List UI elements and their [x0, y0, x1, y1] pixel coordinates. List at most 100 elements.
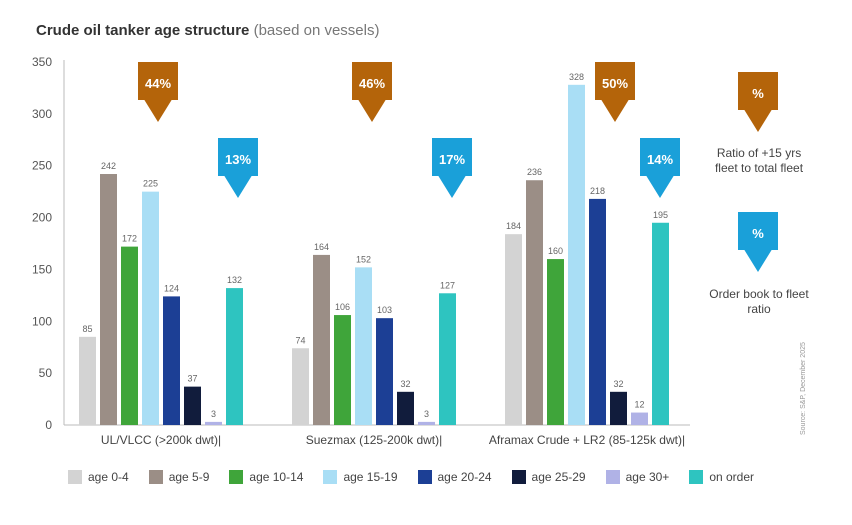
bar-age-5-9 — [526, 180, 543, 425]
data-label: 32 — [400, 379, 410, 389]
data-label: 184 — [506, 221, 521, 231]
legend-item: age 10-14 — [229, 470, 303, 484]
data-label: 328 — [569, 72, 584, 82]
legend-swatch — [417, 470, 432, 484]
order-ratio-legend-arrow — [738, 212, 778, 272]
category-label: Aframax Crude + LR2 (85-125k dwt)| — [489, 433, 685, 447]
category-label: Suezmax (125-200k dwt)| — [306, 433, 443, 447]
annotation-label: 17% — [439, 152, 465, 167]
bar-age-20-24 — [163, 296, 180, 425]
bar-age-0-4 — [292, 348, 309, 425]
legend-swatch — [229, 470, 244, 484]
bar-age-15-19 — [568, 84, 585, 426]
legend-item: age 0-4 — [68, 470, 129, 484]
data-label: 85 — [82, 324, 92, 334]
legend-label: age 20-24 — [437, 470, 492, 484]
y-tick-label: 100 — [32, 314, 52, 328]
legend-swatch — [323, 470, 338, 484]
bar-on-order — [226, 288, 243, 425]
y-tick-label: 50 — [39, 366, 53, 380]
bar-age-25-29 — [610, 391, 627, 425]
annotation-label: 14% — [647, 152, 673, 167]
y-tick-label: 200 — [32, 211, 52, 225]
legend-label: age 25-29 — [531, 470, 586, 484]
order-ratio-arrow — [432, 138, 472, 198]
annotation-label: 50% — [602, 76, 628, 91]
bar-age-30- — [418, 421, 435, 425]
category-label: UL/VLCC (>200k dwt)| — [101, 433, 221, 447]
legend-label: age 0-4 — [88, 470, 129, 484]
data-label: 172 — [122, 234, 137, 244]
bar-age-0-4 — [505, 234, 522, 425]
annotation-label: 44% — [145, 76, 171, 91]
fleet-ratio-arrow — [138, 62, 178, 122]
data-label: 195 — [653, 210, 668, 220]
legend-item: on order — [689, 470, 754, 484]
data-label: 3 — [211, 409, 216, 419]
fleet-ratio-legend-text: Ratio of +15 yrs fleet to total fleet — [714, 146, 804, 175]
legend-swatch — [511, 470, 526, 484]
data-label: 236 — [527, 167, 542, 177]
bar-age-10-14 — [334, 315, 351, 425]
bar-age-0-4 — [79, 336, 96, 425]
data-label: 127 — [440, 280, 455, 290]
data-label: 74 — [295, 335, 305, 345]
data-label: 242 — [101, 161, 116, 171]
legend-swatch — [148, 470, 163, 484]
y-tick-label: 0 — [45, 418, 52, 432]
bar-age-15-19 — [355, 267, 372, 425]
data-label: 124 — [164, 283, 179, 293]
annotation-label: 46% — [359, 76, 385, 91]
bar-age-5-9 — [100, 174, 117, 425]
fleet-ratio-legend-arrow — [738, 72, 778, 132]
data-label: 218 — [590, 186, 605, 196]
bar-age-10-14 — [121, 246, 138, 425]
bar-age-25-29 — [397, 391, 414, 425]
y-tick-label: 150 — [32, 262, 52, 276]
bar-age-5-9 — [313, 254, 330, 425]
y-tick-label: 300 — [32, 107, 52, 121]
bar-age-15-19 — [142, 191, 159, 425]
legend: age 0-4 age 5-9 age 10-14 age 15-19 age 20-2… — [68, 470, 774, 484]
order-ratio-legend-arrow-symbol: % — [752, 226, 764, 241]
fleet-ratio-legend-arrow-symbol: % — [752, 86, 764, 101]
legend-item: age 30+ — [605, 470, 670, 484]
bar-on-order — [652, 222, 669, 425]
data-label: 103 — [377, 305, 392, 315]
legend-swatch — [68, 470, 82, 484]
bar-age-30- — [631, 412, 648, 425]
legend-label: age 10-14 — [249, 470, 304, 484]
legend-swatch — [689, 470, 704, 484]
source-note: Source: S&P, December 2025 — [800, 342, 807, 435]
fleet-ratio-arrow — [595, 62, 635, 122]
legend-label: on order — [709, 470, 755, 484]
order-ratio-legend-text: Order book to fleet ratio — [709, 287, 809, 316]
order-ratio-arrow — [640, 138, 680, 198]
legend-item: age 15-19 — [323, 470, 398, 484]
bar-age-25-29 — [184, 386, 201, 425]
chart-title-main: Crude oil tanker age structure — [36, 22, 250, 39]
chart-title-sub: (based on vessels) — [253, 22, 380, 39]
chart-title: Crude oil tanker age structure (based on… — [36, 22, 379, 39]
data-label: 12 — [634, 400, 644, 410]
data-label: 225 — [143, 179, 158, 189]
bar-on-order — [439, 293, 456, 425]
legend-item: age 25-29 — [511, 470, 586, 484]
y-tick-label: 250 — [32, 159, 52, 173]
legend-item: age 5-9 — [148, 470, 210, 484]
legend-label: age 30+ — [625, 470, 670, 484]
data-label: 37 — [187, 374, 197, 384]
data-label: 32 — [613, 379, 623, 389]
data-label: 3 — [424, 409, 429, 419]
bar-age-30- — [205, 421, 222, 425]
data-label: 106 — [335, 302, 350, 312]
annotation-label: 13% — [225, 152, 251, 167]
data-label: 152 — [356, 254, 371, 264]
bar-age-10-14 — [547, 259, 564, 425]
legend-label: age 15-19 — [343, 470, 398, 484]
fleet-ratio-arrow — [352, 62, 392, 122]
legend-label: age 5-9 — [168, 470, 210, 484]
y-tick-label: 350 — [32, 55, 52, 69]
legend-item: age 20-24 — [417, 470, 492, 484]
